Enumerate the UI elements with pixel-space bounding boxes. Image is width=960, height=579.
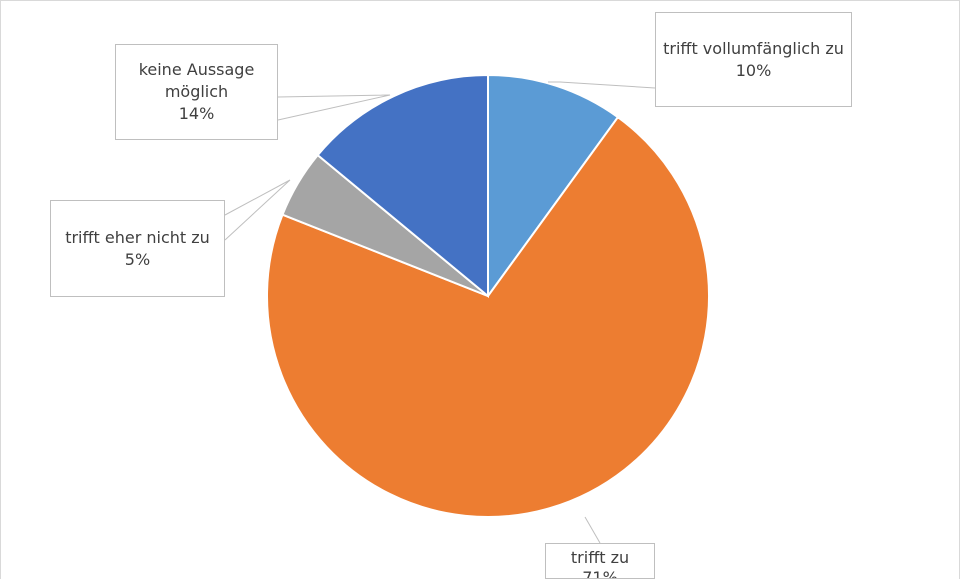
data-label: trifft eher nicht zu 5% (50, 200, 225, 297)
pie-slice (487, 73, 620, 300)
leader-line (548, 81, 656, 89)
leader-line (584, 516, 601, 544)
label-value: 14% (178, 104, 215, 123)
pie-slice (266, 115, 710, 518)
leader-line (277, 94, 391, 121)
label-category: keine Aussage möglich (138, 60, 255, 101)
data-label: trifft zu 71% (545, 543, 655, 579)
label-category: trifft eher nicht zu (65, 227, 210, 247)
pie-slice (316, 73, 489, 299)
pie (266, 73, 710, 518)
label-category: trifft zu (570, 548, 630, 567)
label-category: trifft vollumfänglich zu (663, 38, 844, 58)
leader-lines (224, 81, 656, 544)
data-label: trifft vollumfänglich zu 10% (655, 12, 852, 107)
data-label: keine Aussage möglich 14% (115, 44, 278, 140)
leader-line (224, 179, 291, 241)
label-value: 10% (735, 60, 772, 80)
label-value: 5% (124, 249, 151, 269)
label-value: 71% (582, 568, 618, 579)
